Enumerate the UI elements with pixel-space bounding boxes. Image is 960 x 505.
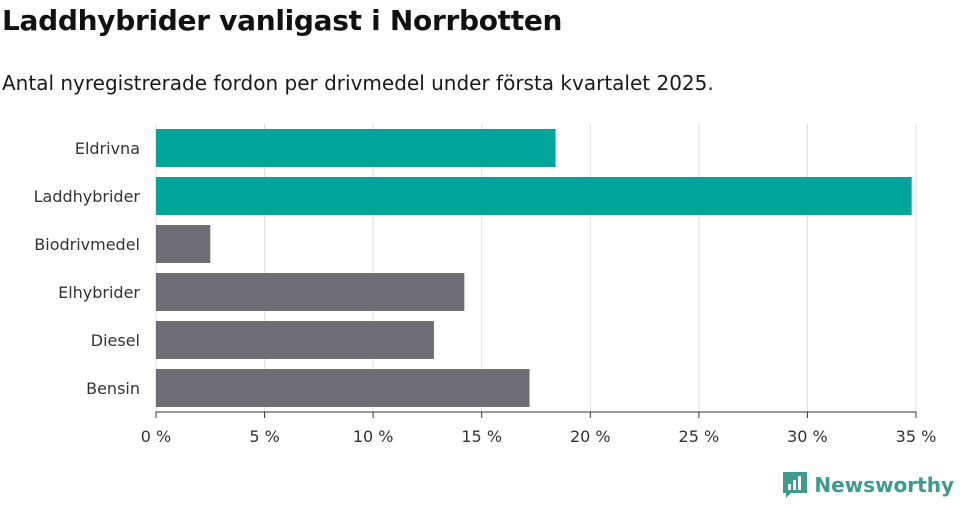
bars (156, 129, 912, 407)
category-label: Laddhybrider (34, 187, 141, 206)
newsworthy-logo[interactable]: Newsworthy (782, 471, 954, 499)
x-tick-label: 0 % (141, 427, 171, 446)
gridlines (155, 124, 917, 412)
bar[interactable] (156, 225, 211, 263)
x-tick-label: 35 % (896, 427, 937, 446)
x-tick-label: 20 % (570, 427, 611, 446)
bar[interactable] (156, 273, 465, 311)
chart-title: Laddhybrider vanligast i Norrbotten (2, 4, 563, 37)
x-tick-label: 5 % (249, 427, 279, 446)
category-label: Elhybrider (58, 283, 140, 302)
x-axis: 0 % 5 % 10 % 15 % 20 % 25 % 30 % 35 % (141, 411, 937, 446)
chart-subtitle: Antal nyregistrerade fordon per drivmede… (2, 71, 714, 95)
category-labels: Eldrivna Laddhybrider Biodrivmedel Elhybrid… (34, 139, 141, 398)
x-tick-label: 10 % (353, 427, 394, 446)
category-label: Biodrivmedel (34, 235, 140, 254)
x-tick-label: 25 % (679, 427, 720, 446)
category-label: Eldrivna (75, 139, 140, 158)
x-tick-label: 30 % (787, 427, 828, 446)
category-label: Bensin (86, 379, 140, 398)
x-tick-label: 15 % (461, 427, 502, 446)
bar[interactable] (156, 321, 434, 359)
category-label: Diesel (91, 331, 140, 350)
brand-name: Newsworthy (814, 473, 954, 497)
newsworthy-logo-icon (783, 472, 808, 498)
bar[interactable] (156, 369, 530, 407)
bar[interactable] (156, 177, 912, 215)
bar[interactable] (156, 129, 556, 167)
